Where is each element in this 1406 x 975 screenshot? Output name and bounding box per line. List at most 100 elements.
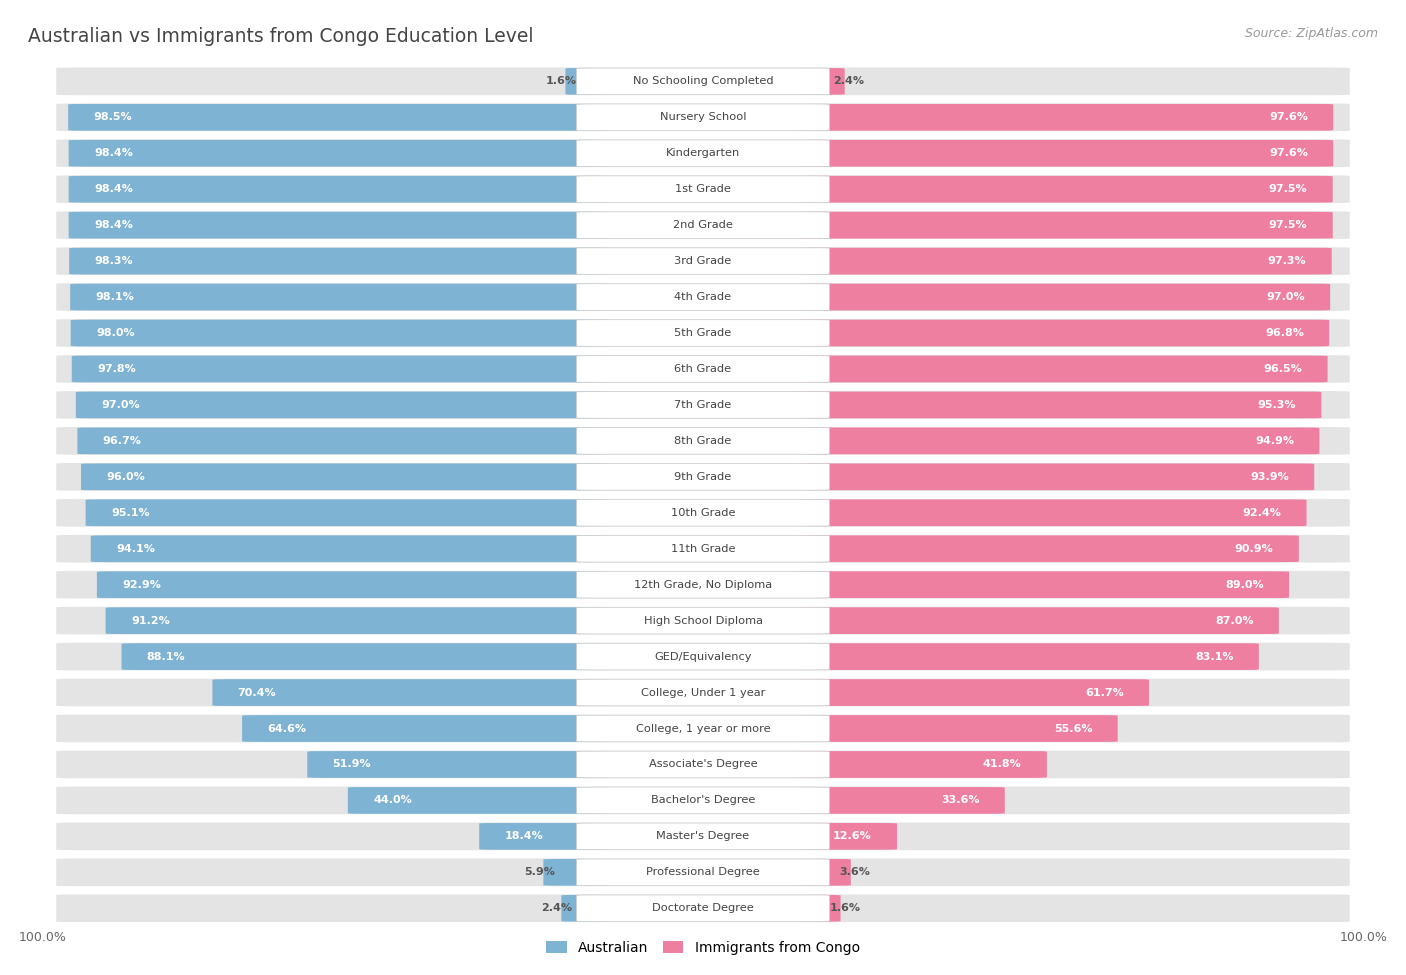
Text: 96.5%: 96.5% [1264,364,1302,374]
FancyBboxPatch shape [56,103,1350,132]
FancyBboxPatch shape [56,427,1350,454]
Text: 97.5%: 97.5% [1268,184,1308,194]
FancyBboxPatch shape [56,751,1350,778]
Text: 89.0%: 89.0% [1225,580,1264,590]
Text: Australian vs Immigrants from Congo Education Level: Australian vs Immigrants from Congo Educ… [28,27,534,46]
FancyBboxPatch shape [56,319,1350,347]
Text: 9th Grade: 9th Grade [675,472,731,482]
Text: 98.3%: 98.3% [94,256,134,266]
Text: 95.3%: 95.3% [1257,400,1296,410]
FancyBboxPatch shape [576,320,830,346]
FancyBboxPatch shape [56,355,1350,383]
FancyBboxPatch shape [576,607,830,634]
Text: 97.6%: 97.6% [1270,148,1308,158]
FancyBboxPatch shape [576,499,830,526]
Text: College, 1 year or more: College, 1 year or more [636,723,770,733]
Text: Bachelor's Degree: Bachelor's Degree [651,796,755,805]
Text: 92.4%: 92.4% [1243,508,1281,518]
FancyBboxPatch shape [561,895,607,921]
Text: Nursery School: Nursery School [659,112,747,122]
FancyBboxPatch shape [543,859,607,885]
FancyBboxPatch shape [56,858,1350,886]
Text: 98.4%: 98.4% [94,148,132,158]
FancyBboxPatch shape [56,139,1350,167]
Text: 97.5%: 97.5% [1268,220,1308,230]
Legend: Australian, Immigrants from Congo: Australian, Immigrants from Congo [541,935,865,960]
FancyBboxPatch shape [105,607,607,634]
FancyBboxPatch shape [576,535,830,562]
Text: 6th Grade: 6th Grade [675,364,731,374]
FancyBboxPatch shape [799,284,1330,310]
FancyBboxPatch shape [799,859,851,885]
Text: 98.4%: 98.4% [94,184,132,194]
Text: 33.6%: 33.6% [941,796,980,805]
Text: 5th Grade: 5th Grade [675,328,731,338]
Text: 90.9%: 90.9% [1234,544,1274,554]
FancyBboxPatch shape [576,463,830,490]
Text: 2nd Grade: 2nd Grade [673,220,733,230]
FancyBboxPatch shape [576,392,830,418]
Text: 97.6%: 97.6% [1270,112,1308,122]
Text: 1.6%: 1.6% [830,903,860,914]
FancyBboxPatch shape [799,320,1329,346]
FancyBboxPatch shape [97,571,607,598]
Text: Source: ZipAtlas.com: Source: ZipAtlas.com [1244,27,1378,40]
FancyBboxPatch shape [576,284,830,310]
Text: 70.4%: 70.4% [238,687,277,697]
FancyBboxPatch shape [56,212,1350,239]
Text: 44.0%: 44.0% [373,796,412,805]
FancyBboxPatch shape [479,823,607,850]
Text: 18.4%: 18.4% [505,832,543,841]
Text: Professional Degree: Professional Degree [647,868,759,878]
Text: 98.1%: 98.1% [96,292,134,302]
Text: 2.4%: 2.4% [541,903,572,914]
Text: No Schooling Completed: No Schooling Completed [633,76,773,87]
Text: Doctorate Degree: Doctorate Degree [652,903,754,914]
Text: 96.0%: 96.0% [107,472,145,482]
Text: 97.8%: 97.8% [97,364,136,374]
Text: 12.6%: 12.6% [832,832,872,841]
FancyBboxPatch shape [799,392,1322,418]
Text: 92.9%: 92.9% [122,580,162,590]
FancyBboxPatch shape [56,894,1350,922]
Text: 83.1%: 83.1% [1195,651,1233,662]
Text: 93.9%: 93.9% [1250,472,1289,482]
Text: 97.3%: 97.3% [1268,256,1306,266]
Text: 11th Grade: 11th Grade [671,544,735,554]
FancyBboxPatch shape [576,751,830,778]
FancyBboxPatch shape [212,680,607,706]
Text: 8th Grade: 8th Grade [675,436,731,446]
FancyBboxPatch shape [56,715,1350,742]
FancyBboxPatch shape [576,68,830,95]
FancyBboxPatch shape [576,787,830,814]
FancyBboxPatch shape [799,427,1319,454]
FancyBboxPatch shape [799,356,1327,382]
Text: 94.1%: 94.1% [117,544,155,554]
FancyBboxPatch shape [799,104,1333,131]
Text: 61.7%: 61.7% [1085,687,1123,697]
FancyBboxPatch shape [56,823,1350,850]
FancyBboxPatch shape [56,535,1350,563]
Text: 98.5%: 98.5% [93,112,132,122]
FancyBboxPatch shape [70,320,607,346]
Text: 1st Grade: 1st Grade [675,184,731,194]
Text: 97.0%: 97.0% [101,400,139,410]
FancyBboxPatch shape [56,570,1350,599]
FancyBboxPatch shape [799,644,1258,670]
Text: 96.7%: 96.7% [103,436,142,446]
FancyBboxPatch shape [576,644,830,670]
Text: GED/Equivalency: GED/Equivalency [654,651,752,662]
FancyBboxPatch shape [799,787,1005,814]
FancyBboxPatch shape [576,895,830,921]
Text: 2.4%: 2.4% [834,76,865,87]
FancyBboxPatch shape [576,571,830,598]
FancyBboxPatch shape [56,391,1350,419]
Text: 64.6%: 64.6% [267,723,307,733]
Text: 5.9%: 5.9% [524,868,554,878]
FancyBboxPatch shape [72,356,607,382]
FancyBboxPatch shape [56,606,1350,635]
FancyBboxPatch shape [69,176,607,203]
Text: 98.4%: 98.4% [94,220,132,230]
FancyBboxPatch shape [347,787,607,814]
FancyBboxPatch shape [56,679,1350,707]
